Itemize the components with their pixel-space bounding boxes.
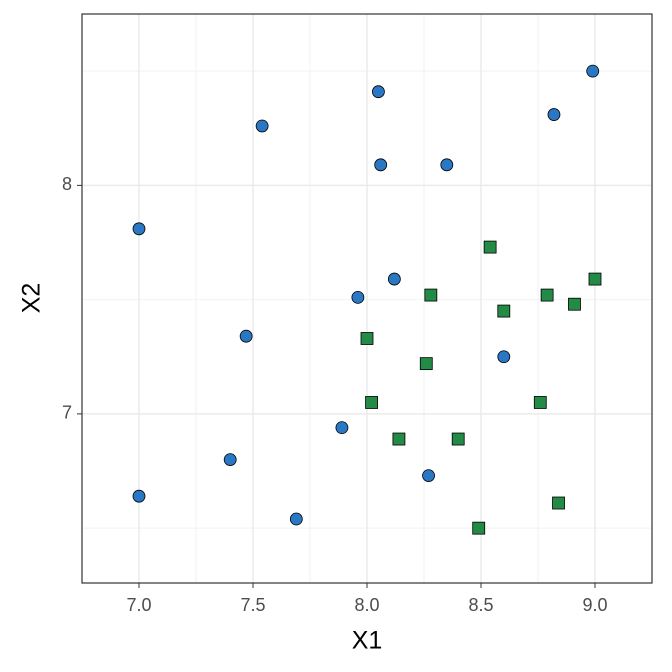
point — [451, 432, 465, 446]
panel-border — [81, 13, 653, 584]
point — [351, 290, 365, 304]
x-tick-label: 9.0 — [582, 595, 607, 615]
x-tick-label: 7.5 — [240, 595, 265, 615]
point — [335, 421, 349, 435]
x-tick-label: 8.5 — [468, 595, 493, 615]
point — [568, 297, 581, 311]
point — [497, 304, 511, 318]
point — [419, 357, 433, 371]
point — [540, 288, 554, 302]
point — [223, 453, 237, 467]
point — [586, 64, 600, 78]
y-tick-label: 8 — [62, 174, 72, 194]
x-tick-label: 8.0 — [354, 595, 379, 615]
point — [255, 119, 269, 133]
y-tick-label: 7 — [62, 403, 72, 423]
point — [387, 272, 401, 286]
x-tick-label: 7.0 — [126, 595, 151, 615]
point — [588, 272, 602, 286]
point — [440, 158, 454, 172]
point — [132, 489, 146, 503]
point — [483, 240, 497, 254]
point — [392, 432, 406, 446]
point — [552, 496, 565, 510]
point — [239, 329, 253, 343]
point — [547, 108, 561, 121]
point — [533, 396, 547, 409]
point — [365, 396, 378, 409]
point — [497, 350, 511, 364]
point — [360, 332, 374, 345]
point — [371, 85, 385, 99]
point — [424, 288, 438, 302]
point — [289, 512, 303, 526]
point — [374, 158, 388, 172]
point — [132, 222, 146, 236]
point — [422, 469, 435, 482]
point — [472, 521, 486, 535]
y-axis-title: X2 — [18, 283, 46, 314]
x-axis-title: X1 — [352, 627, 383, 655]
